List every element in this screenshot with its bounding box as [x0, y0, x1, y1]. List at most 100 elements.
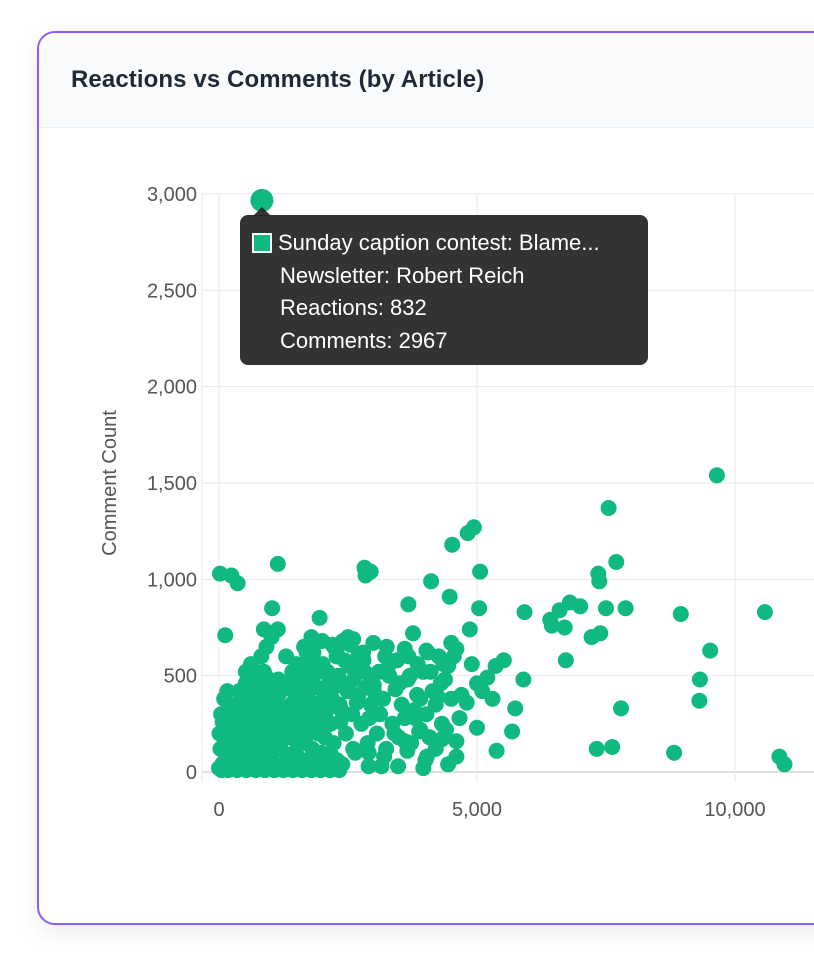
data-point[interactable] [465, 519, 482, 536]
data-point[interactable] [441, 588, 458, 605]
data-point[interactable] [444, 536, 461, 553]
data-points[interactable] [211, 188, 793, 779]
data-point[interactable] [438, 721, 454, 738]
data-point[interactable] [543, 617, 560, 634]
data-point[interactable] [248, 663, 265, 680]
data-point[interactable] [461, 621, 478, 638]
data-point[interactable] [336, 652, 353, 669]
data-point[interactable] [219, 683, 236, 700]
data-point[interactable] [471, 600, 488, 617]
data-point[interactable] [423, 573, 440, 590]
data-point[interactable] [691, 671, 708, 688]
data-point[interactable] [448, 640, 465, 657]
data-point[interactable] [401, 667, 418, 684]
data-point[interactable] [263, 629, 280, 646]
data-point[interactable] [360, 744, 377, 761]
data-point[interactable] [469, 675, 485, 692]
data-point[interactable] [600, 500, 617, 516]
data-point[interactable] [345, 740, 362, 757]
data-point[interactable] [396, 733, 413, 750]
data-point[interactable] [264, 600, 281, 617]
data-point[interactable] [319, 700, 336, 717]
data-point[interactable] [613, 700, 629, 717]
data-point[interactable] [304, 740, 321, 757]
data-point[interactable] [516, 604, 533, 621]
data-point[interactable] [389, 652, 405, 669]
data-point[interactable] [451, 710, 468, 727]
data-point[interactable] [237, 675, 254, 692]
data-point[interactable] [378, 638, 395, 655]
data-point[interactable] [435, 656, 452, 673]
data-point[interactable] [702, 642, 719, 659]
data-point[interactable] [604, 739, 621, 755]
data-point[interactable] [405, 625, 421, 642]
data-point[interactable] [269, 555, 286, 572]
data-point[interactable] [556, 619, 573, 636]
data-point[interactable] [617, 600, 634, 617]
data-point[interactable] [756, 604, 773, 621]
data-point[interactable] [265, 713, 282, 730]
data-point[interactable] [390, 758, 407, 775]
data-point[interactable] [296, 675, 313, 692]
data-point[interactable] [326, 679, 343, 696]
data-point[interactable] [504, 723, 521, 740]
data-point[interactable] [311, 609, 328, 626]
data-point[interactable] [288, 656, 305, 673]
data-point[interactable] [708, 467, 725, 484]
data-point[interactable] [290, 710, 307, 727]
data-point[interactable] [427, 696, 444, 713]
data-point[interactable] [557, 652, 574, 669]
data-point[interactable] [776, 756, 793, 773]
data-point[interactable] [463, 656, 480, 673]
data-point[interactable] [412, 690, 429, 707]
data-point[interactable] [229, 575, 246, 592]
data-point[interactable] [217, 627, 234, 644]
data-point[interactable] [368, 725, 385, 742]
data-point[interactable] [448, 733, 465, 750]
data-point[interactable] [472, 563, 489, 580]
data-point[interactable] [350, 648, 367, 665]
data-point[interactable] [672, 606, 689, 622]
data-point[interactable] [469, 719, 485, 736]
data-point[interactable] [691, 692, 708, 709]
data-point[interactable] [268, 688, 285, 705]
data-point[interactable] [488, 742, 505, 759]
data-point[interactable] [393, 696, 410, 713]
data-point[interactable] [396, 640, 413, 657]
data-point[interactable] [409, 656, 426, 673]
data-point[interactable] [256, 681, 273, 698]
data-point[interactable] [427, 740, 444, 757]
data-point[interactable] [316, 729, 333, 746]
data-point[interactable] [487, 658, 504, 674]
data-point[interactable] [420, 644, 436, 661]
data-point[interactable] [313, 715, 330, 732]
data-point[interactable] [417, 752, 434, 769]
data-point[interactable] [407, 710, 424, 727]
data-point[interactable] [591, 573, 608, 590]
data-point[interactable] [298, 644, 315, 661]
data-point[interactable] [440, 756, 457, 773]
data-point[interactable] [432, 675, 449, 692]
data-point[interactable] [458, 694, 475, 711]
data-point[interactable] [592, 625, 609, 642]
data-point[interactable] [608, 554, 625, 570]
data-point[interactable] [588, 740, 605, 757]
data-point[interactable] [507, 700, 524, 717]
data-point[interactable] [365, 683, 382, 700]
data-point[interactable] [666, 744, 683, 761]
data-point[interactable] [515, 671, 532, 688]
data-point[interactable] [287, 725, 304, 742]
data-point[interactable] [484, 690, 501, 707]
data-point[interactable] [348, 694, 365, 711]
data-point[interactable] [360, 758, 377, 775]
data-point[interactable] [598, 600, 614, 617]
data-point[interactable] [365, 634, 382, 651]
data-point[interactable] [275, 675, 291, 692]
data-point[interactable] [572, 598, 589, 615]
highlighted-data-point[interactable] [250, 188, 274, 212]
data-point[interactable] [376, 748, 393, 765]
data-point[interactable] [361, 710, 378, 727]
data-point[interactable] [332, 713, 349, 730]
data-point[interactable] [400, 596, 417, 613]
